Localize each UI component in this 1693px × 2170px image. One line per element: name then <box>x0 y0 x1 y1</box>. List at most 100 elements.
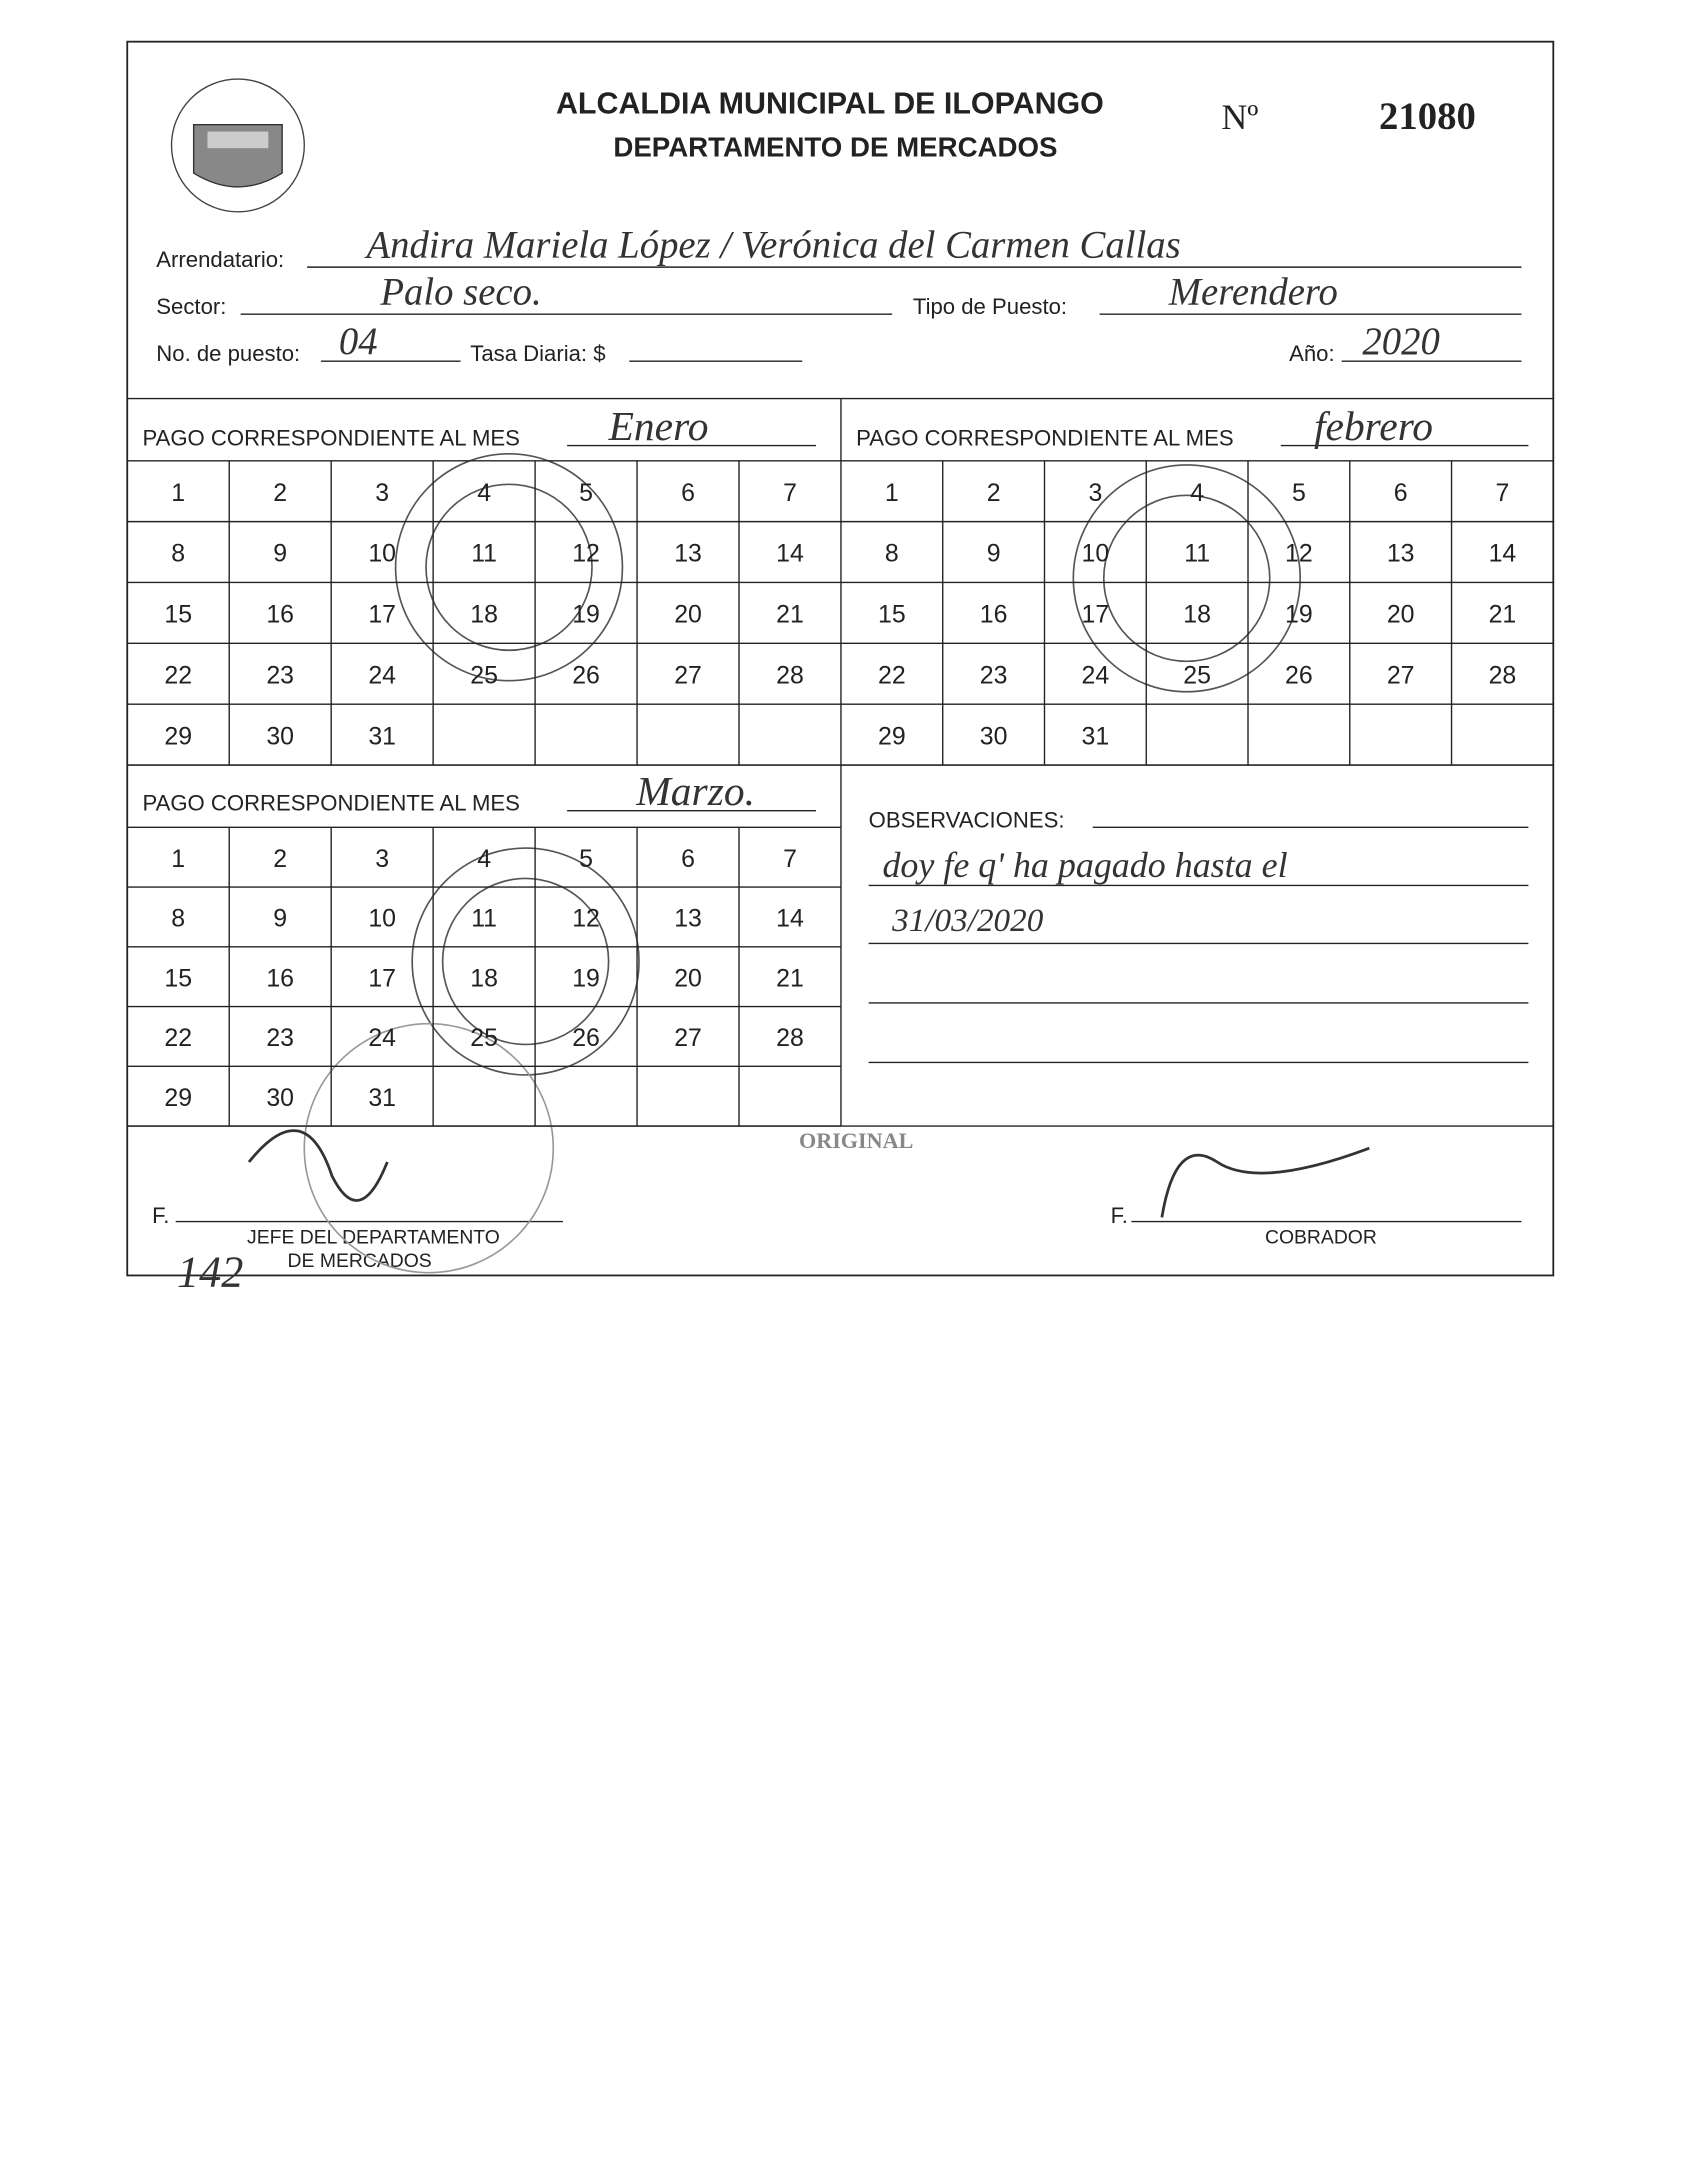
day-number: 25 <box>1183 661 1211 689</box>
day-number: 18 <box>470 601 498 629</box>
day-number: 16 <box>980 601 1008 629</box>
day-number: 24 <box>368 661 396 689</box>
day-number: 20 <box>1387 601 1415 629</box>
day-number: 4 <box>477 845 491 873</box>
day-number: 9 <box>987 540 1001 568</box>
day-number: 23 <box>266 661 294 689</box>
number-label: Nº <box>1221 97 1258 137</box>
field-label: Arrendatario: <box>156 247 284 272</box>
day-number: 16 <box>266 601 294 629</box>
day-number: 3 <box>375 479 389 507</box>
day-number: 23 <box>266 1024 294 1052</box>
day-number: 27 <box>674 661 702 689</box>
day-number: 24 <box>368 1024 396 1052</box>
month-label: PAGO CORRESPONDIENTE AL MES <box>142 791 519 816</box>
day-number: 26 <box>1285 661 1313 689</box>
day-number: 1 <box>171 845 185 873</box>
day-number: 18 <box>1183 601 1211 629</box>
day-number: 31 <box>368 1084 396 1112</box>
day-number: 9 <box>273 905 287 933</box>
month-label: PAGO CORRESPONDIENTE AL MES <box>142 426 519 451</box>
day-number: 25 <box>470 661 498 689</box>
day-number: 28 <box>1489 661 1517 689</box>
day-number: 6 <box>1394 479 1408 507</box>
original-mark: ORIGINAL <box>799 1128 913 1153</box>
day-number: 13 <box>674 540 702 568</box>
day-number: 19 <box>572 964 600 992</box>
month-label: PAGO CORRESPONDIENTE AL MES <box>856 426 1233 451</box>
day-number: 11 <box>471 540 497 568</box>
day-number: 5 <box>1292 479 1306 507</box>
card-border <box>126 40 1555 1277</box>
day-number: 22 <box>164 661 192 689</box>
day-number: 14 <box>776 540 804 568</box>
day-number: 17 <box>368 964 396 992</box>
day-number: 4 <box>1190 479 1204 507</box>
day-number: 8 <box>171 540 185 568</box>
field-label: Año: <box>1289 341 1335 366</box>
day-number: 8 <box>885 540 899 568</box>
sign-prefix: F. <box>1111 1203 1128 1228</box>
day-number: 2 <box>273 479 287 507</box>
day-number: 9 <box>273 540 287 568</box>
day-number: 1 <box>885 479 899 507</box>
field-value: Andira Mariela López / Verónica del Carm… <box>364 223 1181 266</box>
field-value: Palo seco. <box>379 270 541 313</box>
title: ALCALDIA MUNICIPAL DE ILOPANGO <box>556 87 1104 121</box>
field-value: Merendero <box>1168 270 1338 313</box>
stamps <box>247 453 1370 1274</box>
day-number: 28 <box>776 661 804 689</box>
day-number: 13 <box>674 905 702 933</box>
day-number: 19 <box>572 601 600 629</box>
observations-label: OBSERVACIONES: <box>869 807 1065 832</box>
day-number: 8 <box>171 905 185 933</box>
day-number: 10 <box>368 540 396 568</box>
day-number: 1 <box>171 479 185 507</box>
month-value: Marzo. <box>635 768 755 814</box>
day-number: 10 <box>1082 540 1110 568</box>
day-number: 6 <box>681 479 695 507</box>
day-number: 17 <box>1082 601 1110 629</box>
day-number: 15 <box>164 601 192 629</box>
day-number: 19 <box>1285 601 1313 629</box>
day-number: 4 <box>477 479 491 507</box>
day-number: 3 <box>375 845 389 873</box>
day-number: 11 <box>1184 540 1210 568</box>
day-number: 21 <box>776 964 804 992</box>
day-number: 2 <box>987 479 1001 507</box>
receipt-number: 21080 <box>1379 95 1476 138</box>
field-label: No. de puesto: <box>156 341 300 366</box>
field-value: 2020 <box>1362 320 1439 363</box>
day-number: 22 <box>878 661 906 689</box>
day-number: 21 <box>776 601 804 629</box>
field-label: Tipo de Puesto: <box>913 294 1067 319</box>
day-number: 29 <box>164 722 192 750</box>
day-number: 20 <box>674 964 702 992</box>
month-value: febrero <box>1314 403 1433 449</box>
day-number: 7 <box>1495 479 1509 507</box>
day-number: 31 <box>368 722 396 750</box>
day-number: 6 <box>681 845 695 873</box>
subtitle: DEPARTAMENTO DE MERCADOS <box>613 131 1057 162</box>
sign-title: COBRADOR <box>1265 1227 1377 1249</box>
day-number: 14 <box>776 905 804 933</box>
logo <box>170 78 305 213</box>
day-number: 29 <box>164 1084 192 1112</box>
day-number: 31 <box>1082 722 1110 750</box>
day-number: 23 <box>980 661 1008 689</box>
day-number: 12 <box>572 540 600 568</box>
day-number: 24 <box>1082 661 1110 689</box>
day-number: 12 <box>1285 540 1313 568</box>
day-number: 16 <box>266 964 294 992</box>
day-number: 15 <box>878 601 906 629</box>
day-number: 12 <box>572 905 600 933</box>
day-number: 28 <box>776 1024 804 1052</box>
field-label: Sector: <box>156 294 226 319</box>
day-number: 7 <box>783 845 797 873</box>
day-number: 29 <box>878 722 906 750</box>
observation-text: doy fe q' ha pagado hasta el <box>882 845 1287 885</box>
day-number: 30 <box>980 722 1008 750</box>
day-number: 17 <box>368 601 396 629</box>
day-number: 7 <box>783 479 797 507</box>
